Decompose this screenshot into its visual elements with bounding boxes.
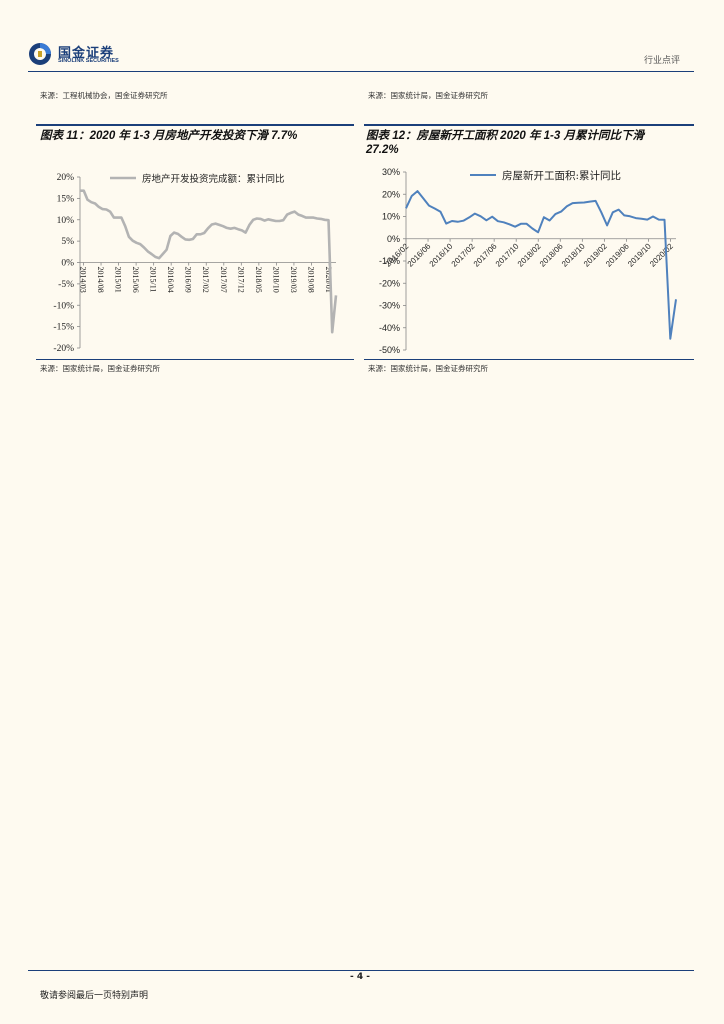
figure-12-top-rule <box>364 124 694 126</box>
y-tick-label: -10% <box>379 256 400 266</box>
y-tick-label: -50% <box>379 345 400 355</box>
company-name-en: SINOLINK SECURITIES <box>58 58 119 64</box>
page-number: - 4 - <box>350 972 370 982</box>
x-tick-label: 2020/02 <box>648 241 675 268</box>
x-tick-label: 2017/12 <box>236 267 245 293</box>
x-tick-label: 2014/08 <box>96 267 105 293</box>
x-tick-label: 2019/08 <box>306 267 315 293</box>
figure-12-bottom-rule <box>364 359 694 360</box>
x-tick-label: 2017/07 <box>219 267 228 293</box>
figure-12-title-line2: 27.2% <box>366 144 399 156</box>
y-tick-label: 10% <box>382 212 400 222</box>
series-line <box>405 190 677 340</box>
company-name-cn: 国金证券 <box>58 46 115 61</box>
x-tick-label: 2019/03 <box>289 267 298 293</box>
figure-12-source: 来源：国家统计局，国金证券研究所 <box>368 364 488 373</box>
legend-label: 房地产开发投资完成额：累计同比 <box>142 173 285 185</box>
y-tick-label: -30% <box>379 301 400 311</box>
company-logo <box>28 42 132 66</box>
figure-11-bottom-rule <box>36 359 354 360</box>
series-line <box>80 189 338 334</box>
x-tick-label: 2018/10 <box>271 267 280 293</box>
figure-11-chart: 20% 15% 10% 5% 0% -5% -10% -15% -20% 2014/03 2014/… <box>53 173 338 354</box>
disclaimer-note: 敬请参阅最后一页特别声明 <box>40 991 149 1001</box>
y-tick-label: 0% <box>387 234 400 244</box>
figure-12-title-line1: 图表 12：房屋新开工面积 2020 年 1-3 月累计同比下滑 <box>366 130 644 142</box>
legend-label: 房屋新开工面积:累计同比 <box>502 169 621 182</box>
y-tick-label: -40% <box>379 323 400 333</box>
x-tick-label: 2014/03 <box>79 267 88 293</box>
header-divider <box>28 71 694 72</box>
y-tick-label: -15% <box>53 323 74 333</box>
top-source-right: 来源：国家统计局，国金证券研究所 <box>368 91 488 100</box>
y-tick-label: -20% <box>379 278 400 288</box>
y-tick-label: 30% <box>382 167 400 177</box>
x-tick-label: 2016/04 <box>166 267 175 293</box>
x-tick-label: 2018/05 <box>254 267 263 293</box>
y-tick-label: -5% <box>58 280 74 290</box>
x-tick-label: 2015/06 <box>131 267 140 293</box>
y-tick-label: -10% <box>53 301 74 311</box>
x-tick-label: 2017/02 <box>201 267 210 293</box>
x-tick-label: 2015/01 <box>114 267 123 293</box>
y-tick-label: 20% <box>57 173 75 183</box>
y-tick-label: 15% <box>57 194 75 204</box>
x-tick-label: 2016/09 <box>184 267 193 293</box>
figure-11-top-rule <box>36 124 354 126</box>
y-tick-label: -20% <box>53 344 74 354</box>
y-tick-label: 5% <box>61 237 74 247</box>
logo-mark-icon <box>29 43 51 65</box>
y-tick-label: 10% <box>57 216 75 226</box>
footer-divider <box>28 970 694 971</box>
x-tick-label: 2015/11 <box>149 267 158 293</box>
y-tick-label: 0% <box>61 259 74 269</box>
figure-11-title: 图表 11：2020 年 1-3 月房地产开发投资下滑 7.7% <box>40 130 298 142</box>
figure-12-chart: 30%20%10%0%-10%-20%-30%-40%-50%2016/0220… <box>379 167 677 355</box>
figure-11-source: 来源：国家统计局，国金证券研究所 <box>40 364 160 373</box>
x-tick-label: 2020/01 <box>324 267 333 293</box>
section-label: 行业点评 <box>644 56 681 66</box>
top-source-left: 来源：工程机械协会，国金证券研究所 <box>40 91 168 100</box>
y-tick-label: 20% <box>382 189 400 199</box>
